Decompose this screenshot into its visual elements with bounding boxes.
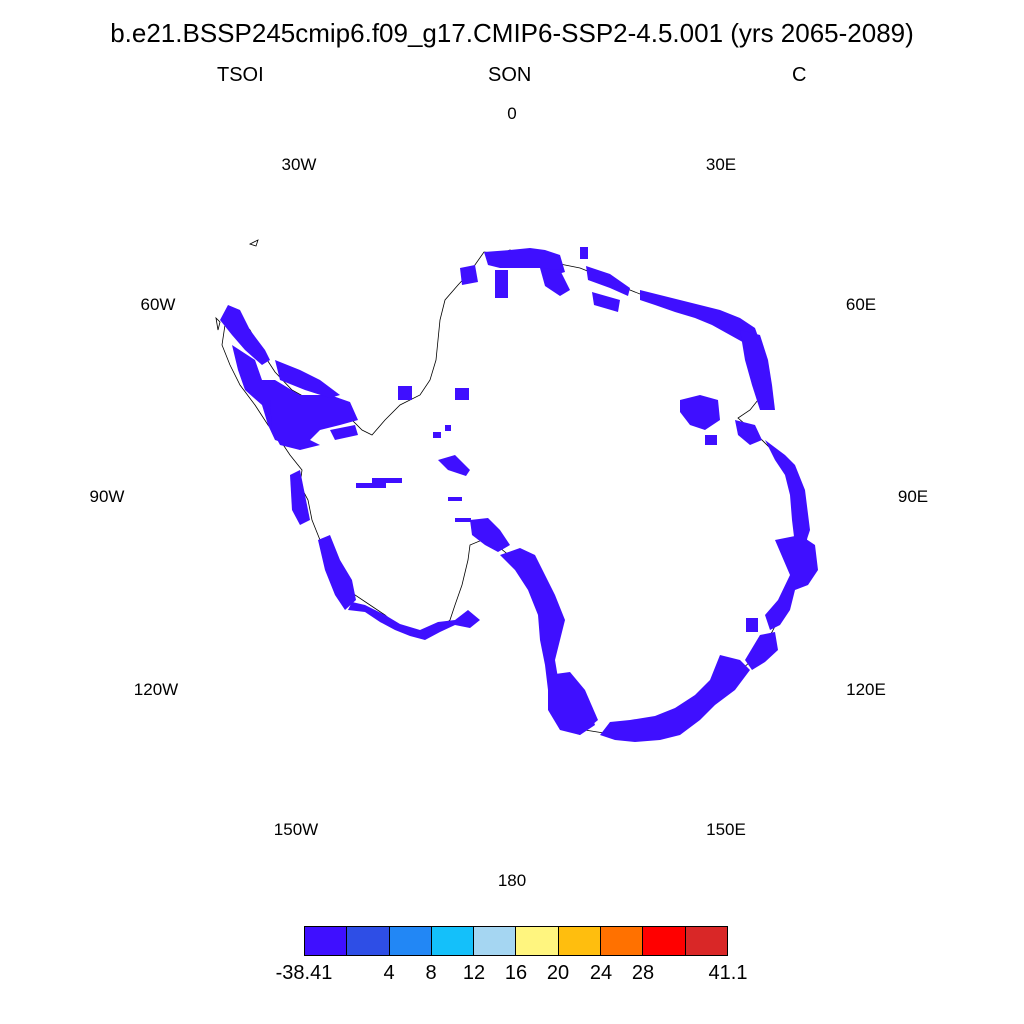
lon-label-60w: 60W	[140, 295, 176, 314]
colorbar-box	[347, 927, 390, 955]
colorbar-label: 41.1	[708, 962, 748, 984]
peninsula-island	[248, 239, 259, 247]
plot-title: b.e21.BSSP245cmip6.f09_g17.CMIP6-SSP2-4.…	[110, 18, 914, 48]
lon-label-150w: 150W	[273, 820, 319, 839]
colorbar-box	[558, 927, 602, 955]
colorbar-label: -38.41	[275, 962, 333, 984]
colorbar-label: 8	[425, 962, 437, 984]
colorbar-label: 28	[631, 962, 655, 984]
lon-label-30w: 30W	[281, 155, 317, 174]
colorbar-box	[685, 927, 727, 955]
colorbar-label: 16	[504, 962, 528, 984]
lon-label-120e: 120E	[846, 680, 886, 699]
colorbar-box	[474, 927, 517, 955]
lon-label-0: 0	[507, 104, 517, 123]
tsoi-cells	[220, 247, 818, 742]
season-label: SON	[488, 64, 532, 86]
colorbar-box	[389, 927, 432, 955]
colorbar-label: 20	[546, 962, 570, 984]
variable-label: TSOI	[217, 64, 264, 86]
lon-label-90w: 90W	[89, 487, 125, 506]
units-label: C	[792, 64, 807, 86]
lon-label-150e: 150E	[706, 820, 746, 839]
colorbar-box	[516, 927, 559, 955]
colorbar	[304, 926, 728, 956]
colorbar-box	[431, 927, 475, 955]
colorbar-label: 12	[462, 962, 486, 984]
island-small	[215, 316, 221, 331]
lon-label-60e: 60E	[845, 295, 877, 314]
lon-label-120w: 120W	[133, 680, 179, 699]
colorbar-label: 24	[589, 962, 613, 984]
colorbar-box	[643, 927, 686, 955]
lon-label-90e: 90E	[897, 487, 929, 506]
lon-label-180: 180	[497, 871, 527, 890]
colorbar-label: 4	[383, 962, 395, 984]
colorbar-box	[305, 927, 348, 955]
colorbar-box	[601, 927, 644, 955]
lon-label-30e: 30E	[705, 155, 737, 174]
